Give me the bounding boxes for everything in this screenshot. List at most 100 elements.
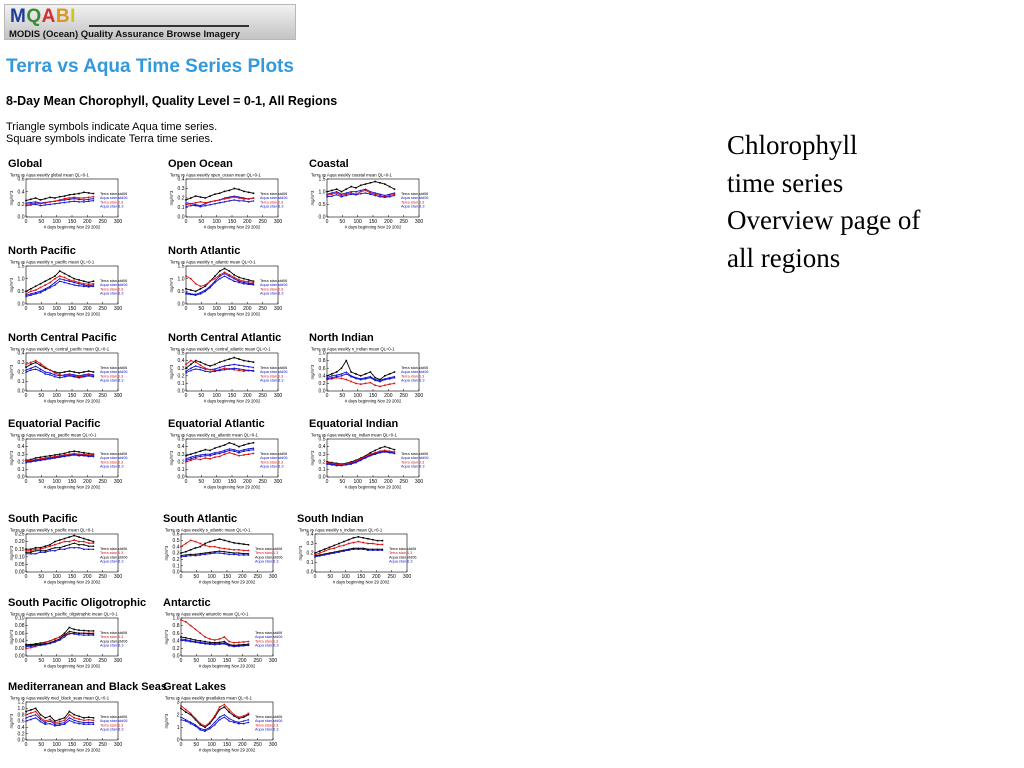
terra-point: [218, 361, 221, 363]
aqua-point: [29, 718, 32, 721]
aqua-point: [68, 630, 71, 633]
aqua-point: [184, 553, 187, 556]
mqabi-logo: MQABI: [10, 6, 76, 28]
aqua-point: [242, 281, 245, 284]
x-tick-label: 150: [369, 393, 378, 399]
chart-panel: North Indian Terra vs Aqua weekly n_india…: [309, 332, 449, 420]
terra-point: [44, 545, 47, 547]
terra-point: [34, 359, 37, 362]
terra-point: [54, 543, 56, 546]
terra-point: [68, 536, 71, 538]
chart-plot-title: Terra vs Aqua weekly eq_pacific mean QL=…: [10, 433, 97, 438]
terra-point: [194, 540, 197, 543]
aqua-point: [218, 369, 221, 372]
terra-point: [92, 195, 95, 198]
terra-point: [388, 447, 391, 449]
aqua-point: [326, 377, 328, 380]
aqua-point: [330, 463, 333, 466]
aqua-point: [379, 193, 382, 195]
legend-entry: Terra stan.6.3: [389, 551, 412, 555]
terra-point: [247, 640, 250, 643]
aqua-point: [39, 720, 42, 723]
terra-point: [199, 632, 202, 634]
aqua-point: [63, 455, 66, 458]
aqua-point: [34, 291, 37, 294]
terra-point: [374, 193, 376, 195]
x-tick-label: 300: [269, 742, 278, 748]
x-axis-label: # days beginning Nov 29 2002: [199, 748, 256, 753]
chart-plot-title: Terra vs Aqua weekly open_ocean mean QL=…: [170, 173, 261, 178]
y-tick-label: 0.3: [307, 541, 314, 547]
aqua-point: [63, 198, 66, 201]
terra-point: [218, 538, 221, 540]
terra-point: [350, 185, 352, 188]
x-tick-label: 0: [185, 479, 188, 485]
x-tick-label: 250: [253, 574, 262, 580]
terra-point: [63, 197, 66, 200]
y-tick-label: 0.2: [173, 646, 180, 652]
chart-svg: Terra vs Aqua weekly greatlakes mean QL=…: [164, 696, 282, 753]
terra-point: [39, 456, 42, 459]
aqua-point: [34, 713, 37, 716]
aqua-point: [49, 373, 52, 376]
terra-point: [194, 718, 197, 721]
aqua-point: [374, 453, 377, 455]
terra-point: [223, 271, 226, 274]
terra-point: [328, 546, 331, 549]
terra-point: [247, 453, 250, 455]
aqua-point: [352, 547, 355, 550]
terra-point: [323, 550, 326, 552]
aqua-point: [314, 554, 316, 557]
x-tick-label: 250: [98, 219, 107, 225]
x-tick-label: 150: [68, 219, 77, 225]
terra-point: [326, 461, 328, 464]
chart-svg: Terra vs Aqua weekly global mean QL=0-10…: [9, 173, 127, 230]
terra-point: [199, 288, 202, 290]
legend-entry: Terra stan.6.3: [401, 200, 424, 204]
terra-point: [58, 275, 61, 277]
legend-entry: Aqua stan.std06: [260, 370, 287, 374]
legend-entry: Aqua stan.6.3: [100, 465, 123, 469]
chart-region-title: North Pacific: [8, 245, 76, 257]
aqua-point: [82, 723, 85, 725]
aqua-point: [180, 718, 182, 721]
terra-point: [39, 546, 42, 549]
legend-entry: Terra stan.std06: [255, 631, 282, 635]
logo-letter: B: [55, 6, 71, 27]
x-axis-label: # days beginning Nov 29 2002: [44, 748, 101, 753]
chart-svg: Terra vs Aqua weekly n_atlantic mean QL=…: [169, 260, 287, 317]
aqua-point: [34, 644, 37, 647]
terra-point: [204, 285, 207, 288]
terra-point: [388, 450, 391, 452]
aqua-point: [345, 191, 348, 194]
aqua-point: [379, 451, 382, 454]
terra-point: [63, 454, 66, 456]
aqua-point: [379, 379, 382, 382]
terra-point: [393, 193, 396, 195]
terra-point: [44, 455, 47, 458]
chart-svg: Terra vs Aqua weekly n_central_atlantic …: [169, 347, 287, 404]
aqua-point: [63, 375, 66, 378]
terra-point: [189, 712, 192, 715]
legend-entry: Terra stan.std06: [255, 715, 282, 719]
terra-point: [30, 363, 32, 366]
terra-point: [44, 366, 47, 369]
banner-subtitle: MODIS (Ocean) Quality Assurance Browse I…: [9, 29, 240, 40]
aqua-point: [213, 723, 216, 726]
terra-point: [83, 719, 85, 722]
y-tick-label: 0.5: [319, 437, 326, 443]
x-tick-label: 0: [25, 574, 28, 580]
x-tick-label: 150: [223, 574, 232, 580]
chart-plot-title: Terra vs Aqua weekly s_indian mean QL=0-…: [299, 528, 383, 533]
terra-point: [34, 546, 37, 549]
chart-panel: Equatorial Indian Terra vs Aqua weekly eq…: [309, 418, 449, 506]
terra-point: [199, 722, 202, 725]
aqua-point: [233, 721, 236, 724]
aqua-point: [68, 716, 71, 719]
x-axis-label: # days beginning Nov 29 2002: [345, 485, 402, 490]
terra-point: [30, 198, 32, 201]
aqua-point: [44, 372, 47, 375]
terra-point: [194, 195, 197, 197]
y-tick-label: 0.6: [18, 719, 25, 725]
aqua-point: [194, 204, 197, 207]
